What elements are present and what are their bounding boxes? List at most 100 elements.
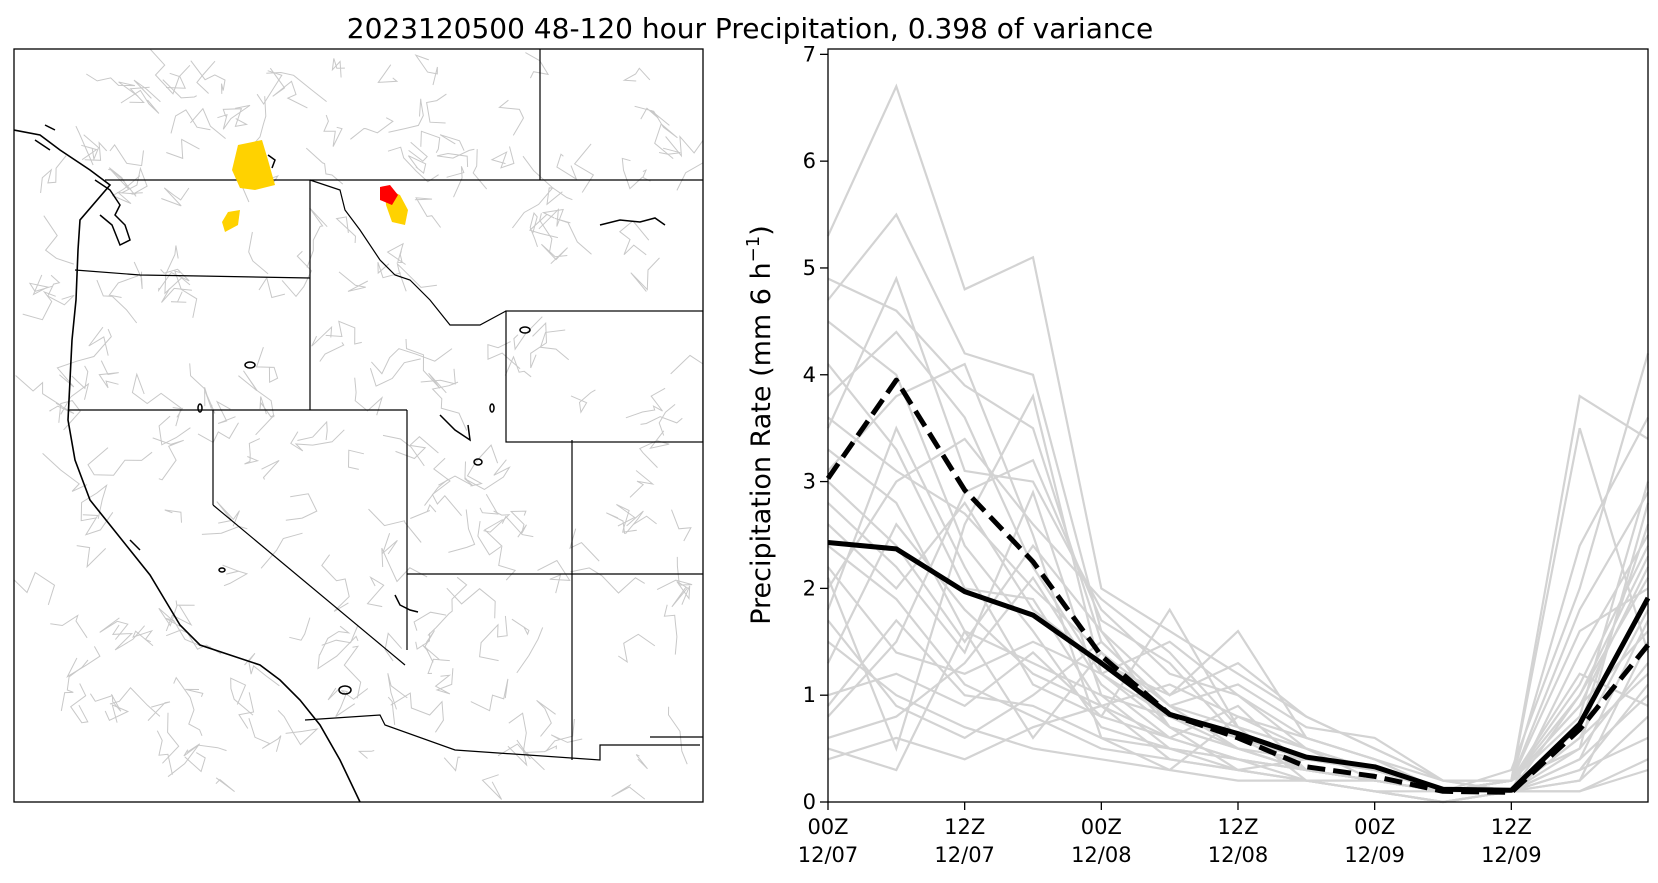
basin-line [290, 429, 345, 452]
basin-line [108, 275, 139, 298]
basin-line [173, 676, 203, 736]
basin-line [167, 744, 200, 778]
basin-line [618, 220, 650, 256]
basin-line [483, 510, 511, 533]
y-axis-label: Precipitation Rate (mm 6 h−1) [743, 225, 777, 625]
basin-line [14, 571, 56, 606]
basin-line [387, 146, 439, 183]
basin-line [190, 107, 226, 139]
basin-line [530, 322, 548, 369]
basin-line [504, 355, 532, 378]
basin-line [50, 614, 88, 639]
basin-line [266, 71, 327, 102]
basin-line [166, 138, 200, 160]
basin-line [405, 338, 447, 394]
basin-line [536, 699, 556, 737]
basin-line [215, 400, 236, 424]
basin-line [43, 215, 74, 265]
basin-line [75, 125, 94, 166]
basin-line [158, 415, 191, 446]
basin-line [84, 141, 108, 161]
basin-line [366, 575, 385, 608]
basin-line [414, 197, 442, 228]
dashed-series-line [825, 377, 1650, 795]
basin-line [611, 784, 646, 800]
x-tick-label-hour: 12Z [1217, 815, 1258, 839]
basin-line [635, 754, 648, 770]
basin-line [541, 243, 568, 265]
basin-line [676, 162, 703, 191]
y-axis-label-superscript: −1 [743, 236, 764, 263]
basin-line [573, 143, 595, 193]
highlighted-basins [222, 140, 408, 232]
basin-line [71, 365, 89, 390]
basin-line [162, 712, 180, 764]
basin-line [434, 668, 454, 695]
basin-line [56, 328, 112, 388]
figure-title: 2023120500 48-120 hour Precipitation, 0.… [347, 12, 1153, 45]
basin-line [616, 504, 637, 533]
basin-line [158, 268, 190, 293]
basin-line [255, 396, 275, 436]
basin-line [147, 701, 171, 721]
pacific-coastline [14, 129, 361, 802]
basin-line [260, 532, 303, 569]
basin-line [99, 617, 129, 640]
basin-line [479, 494, 499, 515]
basin-line [667, 706, 688, 765]
chart-frame [827, 48, 1649, 803]
basin-line [570, 389, 596, 414]
basin-line [248, 231, 269, 275]
basin-line [230, 677, 254, 716]
basin-line [464, 459, 511, 490]
basin-line [507, 712, 528, 767]
basin-line [539, 329, 570, 361]
basin-line [512, 187, 563, 229]
basin-line [331, 58, 345, 78]
basin-line [164, 509, 182, 523]
basin-line [161, 287, 192, 303]
basin-line [390, 692, 444, 733]
basin-line [625, 510, 657, 535]
basin-line [311, 325, 333, 347]
basin-line [671, 509, 692, 542]
basin-line [639, 430, 670, 468]
y-tick-label: 4 [803, 363, 816, 387]
basin-line [570, 567, 645, 594]
basin-line [120, 89, 160, 114]
basin-line [86, 73, 139, 97]
ensemble-member-line-26 [827, 416, 1649, 793]
basin-line [184, 752, 206, 773]
basin-line [109, 144, 144, 167]
basin-line [319, 342, 345, 362]
basin-line [354, 377, 384, 416]
basin-line [539, 213, 553, 253]
basin-line [327, 687, 340, 701]
basin-line [201, 525, 248, 535]
basin-line [347, 449, 365, 470]
basin-line [377, 64, 399, 83]
basin-line [490, 146, 515, 169]
x-axis: 00Z 12/07 12Z 12/07 00Z 12/08 12Z 12/08 00Z 12/09… [798, 802, 1542, 867]
basin-line [371, 348, 453, 375]
basin-line [244, 438, 261, 465]
basin-line [104, 704, 130, 723]
basin-line [258, 276, 286, 299]
y-tick-label: 7 [803, 42, 816, 66]
basin-line [80, 484, 108, 522]
basin-line [483, 519, 517, 581]
basin-line [569, 528, 600, 562]
basin-line [388, 98, 424, 133]
basin-line [297, 420, 328, 441]
basin-line [166, 629, 222, 655]
y-tick-label: 2 [803, 576, 816, 600]
basin-line [622, 67, 651, 82]
basin-line [448, 509, 476, 553]
basin-line [215, 777, 235, 792]
x-tick-label-date: 12/07 [798, 843, 859, 867]
y-tick-label: 5 [803, 256, 816, 280]
solid-series-line [827, 540, 1651, 793]
basin-line [22, 290, 56, 321]
y-axis-label-main: Precipitation Rate (mm 6 h [746, 262, 777, 624]
map-panel [13, 48, 704, 803]
